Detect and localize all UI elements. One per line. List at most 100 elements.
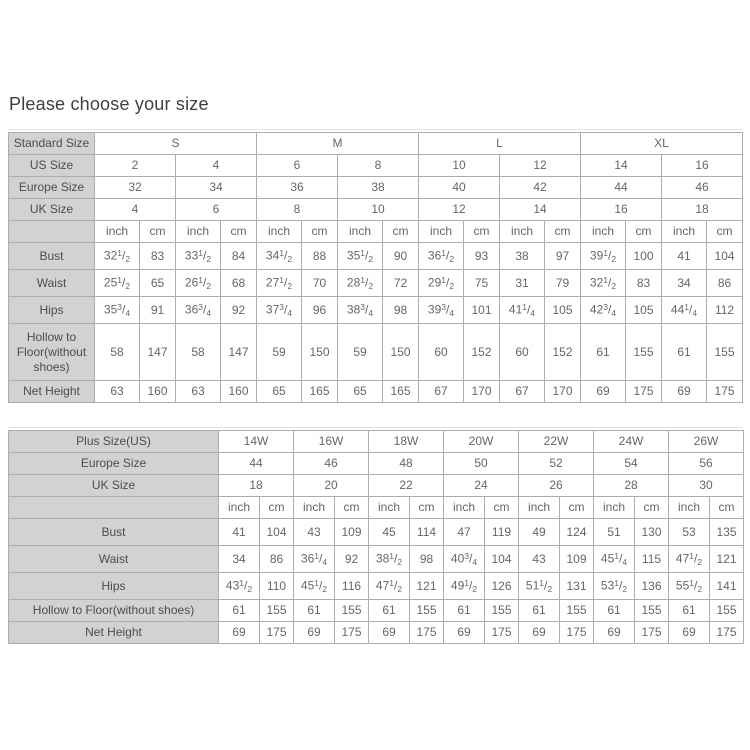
row-label: Standard Size <box>8 132 95 155</box>
unit-header-cell: inch <box>593 496 635 519</box>
measurement-value-cell: 69 <box>580 380 627 403</box>
measurement-value-cell: 175 <box>409 621 444 644</box>
measurement-value-cell: 65 <box>139 269 176 297</box>
measurement-value-cell: 45 <box>368 518 410 546</box>
measurement-value-cell: 361/4 <box>293 545 335 573</box>
measurement-value-cell: 67 <box>499 380 546 403</box>
row-label: Hips <box>8 296 95 324</box>
measurement-value-cell: 98 <box>382 296 420 324</box>
measurement-value-cell: 147 <box>139 323 176 381</box>
size-value-cell: 54 <box>593 452 669 475</box>
measurement-value-cell: 69 <box>368 621 410 644</box>
measurement-value-cell: 136 <box>634 572 669 600</box>
measurement-value-cell: 141 <box>709 572 744 600</box>
measurement-value-cell: 109 <box>334 518 369 546</box>
row-label: US Size <box>8 154 95 177</box>
measurement-value-cell: 84 <box>219 242 258 270</box>
measurement-value-cell: 101 <box>463 296 501 324</box>
size-value-cell: XL <box>580 132 744 155</box>
measurement-value-cell: 175 <box>484 621 519 644</box>
row-label: Waist <box>8 545 219 573</box>
measurement-value-cell: 175 <box>709 621 744 644</box>
size-value-cell: 56 <box>668 452 744 475</box>
size-value-cell: 46 <box>661 176 744 199</box>
measurement-value-cell: 61 <box>218 599 260 622</box>
measurement-value-cell: 251/2 <box>94 269 140 297</box>
measurement-value-cell: 165 <box>301 380 339 403</box>
measurement-value-cell: 61 <box>668 599 710 622</box>
size-value-cell: 16 <box>661 154 744 177</box>
row-label: Bust <box>8 518 219 546</box>
measurement-value-cell: 61 <box>580 323 627 381</box>
unit-header-cell: cm <box>463 220 501 243</box>
unit-header-cell: inch <box>418 220 465 243</box>
measurement-value-cell: 124 <box>559 518 594 546</box>
measurement-value-cell: 271/2 <box>256 269 303 297</box>
measurement-value-cell: 116 <box>334 572 369 600</box>
measurement-value-cell: 175 <box>559 621 594 644</box>
size-value-cell: 18 <box>661 198 744 221</box>
measurement-value-cell: 61 <box>443 599 485 622</box>
unit-header-cell: cm <box>544 220 582 243</box>
measurement-value-cell: 165 <box>382 380 420 403</box>
measurement-value-cell: 155 <box>334 599 369 622</box>
measurement-value-cell: 155 <box>625 323 663 381</box>
measurement-value-cell: 131 <box>559 572 594 600</box>
measurement-value-cell: 361/2 <box>418 242 465 270</box>
measurement-value-cell: 155 <box>259 599 294 622</box>
measurement-value-cell: 160 <box>219 380 258 403</box>
measurement-value-cell: 403/4 <box>443 545 485 573</box>
measurement-value-cell: 121 <box>709 545 744 573</box>
size-value-cell: 6 <box>174 198 258 221</box>
row-label: Europe Size <box>8 452 219 475</box>
unit-header-cell: inch <box>256 220 303 243</box>
measurement-value-cell: 47 <box>443 518 485 546</box>
row-label: Bust <box>8 242 95 270</box>
standard-size-table: Standard Size S M L XL US Size 2 4 6 8 10 12 14 16 Eur… <box>8 132 744 403</box>
size-value-cell: 44 <box>218 452 294 475</box>
unit-header-cell: inch <box>499 220 546 243</box>
unit-header-cell: cm <box>259 496 294 519</box>
measurement-value-cell: 61 <box>593 599 635 622</box>
size-value-cell: 34 <box>174 176 258 199</box>
unit-header-cell: cm <box>709 496 744 519</box>
measurement-value-cell: 69 <box>518 621 560 644</box>
size-value-cell: 20W <box>443 430 519 453</box>
measurement-value-cell: 61 <box>293 599 335 622</box>
measurement-value-cell: 147 <box>219 323 258 381</box>
measurement-value-cell: 471/2 <box>668 545 710 573</box>
measurement-value-cell: 63 <box>94 380 140 403</box>
measurement-value-cell: 70 <box>301 269 339 297</box>
size-value-cell: 14W <box>218 430 294 453</box>
size-value-cell: 20 <box>293 474 369 497</box>
measurement-value-cell: 393/4 <box>418 296 465 324</box>
unit-header-cell: cm <box>382 220 420 243</box>
measurement-value-cell: 60 <box>499 323 546 381</box>
size-value-cell: 18W <box>368 430 444 453</box>
size-value-cell: 8 <box>337 154 420 177</box>
size-value-cell: 10 <box>418 154 501 177</box>
measurement-value-cell: 110 <box>259 572 294 600</box>
measurement-value-cell: 551/2 <box>668 572 710 600</box>
measurement-value-cell: 383/4 <box>337 296 384 324</box>
measurement-value-cell: 69 <box>443 621 485 644</box>
measurement-value-cell: 43 <box>518 545 560 573</box>
size-value-cell: L <box>418 132 582 155</box>
size-value-cell: 10 <box>337 198 420 221</box>
measurement-value-cell: 150 <box>301 323 339 381</box>
measurement-value-cell: 431/2 <box>218 572 260 600</box>
measurement-value-cell: 155 <box>709 599 744 622</box>
measurement-value-cell: 381/2 <box>368 545 410 573</box>
row-label: UK Size <box>8 198 95 221</box>
measurement-value-cell: 38 <box>499 242 546 270</box>
unit-header-cell: inch <box>94 220 140 243</box>
measurement-value-cell: 69 <box>218 621 260 644</box>
size-value-cell: 52 <box>518 452 594 475</box>
row-label: Plus Size(US) <box>8 430 219 453</box>
size-value-cell: S <box>93 132 258 155</box>
measurement-value-cell: 152 <box>544 323 582 381</box>
measurement-value-cell: 79 <box>544 269 582 297</box>
measurement-value-cell: 471/2 <box>368 572 410 600</box>
measurement-value-cell: 152 <box>463 323 501 381</box>
measurement-value-cell: 291/2 <box>418 269 465 297</box>
